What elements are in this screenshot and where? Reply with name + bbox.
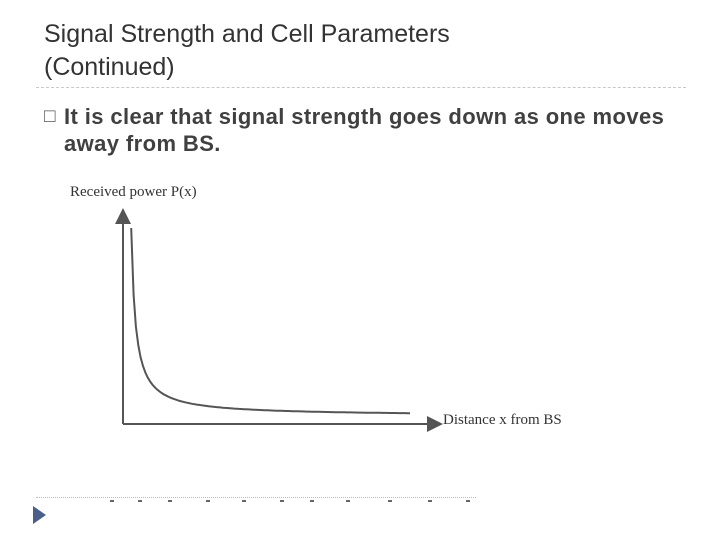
- title-line-2: (Continued): [44, 53, 175, 81]
- slide-nav-arrow-icon[interactable]: [33, 506, 46, 524]
- bullet-text: It is clear that signal strength goes do…: [64, 104, 665, 156]
- received-power-curve: [130, 227, 410, 415]
- chart-canvas: [115, 208, 443, 432]
- y-axis-label: Received power P(x): [70, 184, 197, 200]
- bullet-item: □ It is clear that signal strength goes …: [44, 103, 684, 157]
- footer-divider: [36, 497, 476, 498]
- title-line-1: Signal Strength and Cell Parameters: [44, 20, 450, 48]
- footer-dots: [110, 500, 480, 504]
- x-axis-label: Distance x from BS: [443, 412, 562, 428]
- slide-title: Signal Strength and Cell Parameters (Con…: [44, 18, 684, 84]
- received-power-chart: Received power P(x) Distance x from BS: [60, 178, 620, 448]
- title-divider: [36, 87, 686, 88]
- bullet-box-icon: □: [44, 106, 56, 127]
